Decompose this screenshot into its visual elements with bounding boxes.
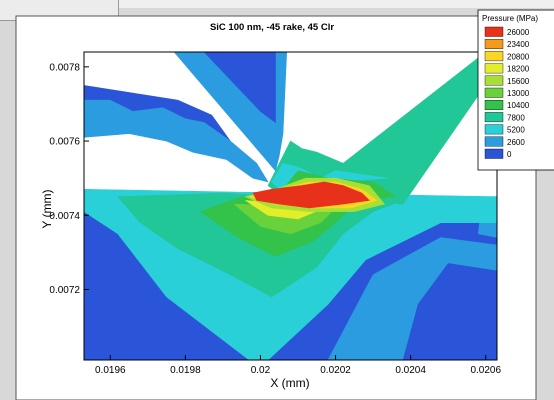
legend-level-label: 13000: [507, 89, 530, 98]
legend-level-label: 10400: [507, 101, 530, 110]
legend-level-label: 23400: [507, 40, 530, 49]
contour-region-2600-10: [84, 99, 269, 183]
contour-region-0-2: [402, 263, 497, 360]
legend-level-label: 0: [507, 150, 512, 159]
contour-region-0-12: [203, 52, 276, 124]
y-tick-label: 0.0078: [49, 62, 80, 73]
legend-level-label: 20800: [507, 52, 530, 61]
legend-level-label: 2600: [507, 138, 525, 147]
y-axis-label: Y (mm): [40, 189, 54, 228]
chart-title: SiC 100 nm, -45 rake, 45 Clr: [210, 22, 334, 33]
y-tick-label: 0.0074: [49, 211, 80, 222]
legend-swatch: [484, 26, 504, 37]
x-axis-label: X (mm): [270, 376, 309, 390]
x-tick-label: 0.0196: [95, 365, 126, 376]
legend-swatch: [484, 99, 504, 110]
x-tick-label: 0.0202: [320, 365, 351, 376]
legend-swatch: [484, 124, 504, 135]
legend-swatch: [484, 87, 504, 98]
legend-swatch: [484, 136, 504, 147]
window-background-strip: [0, 0, 554, 8]
legend-level-label: 5200: [507, 126, 525, 135]
legend-swatch: [484, 39, 504, 49]
legend-swatch: [484, 51, 504, 62]
plot-area-border: [83, 51, 498, 361]
y-axis-ticks: 0.0072 0.0074 0.0076 0.0078: [49, 62, 89, 296]
legend-level-label: 7800: [507, 113, 525, 122]
pressure-legend: Pressure (MPa) 2600023400208001820015600…: [477, 9, 554, 171]
x-axis-ticks: 0.0196 0.0198 0.02 0.0202 0.0204 0.0206: [95, 355, 501, 376]
x-tick-label: 0.0206: [470, 365, 501, 376]
y-tick-label: 0.0076: [49, 137, 80, 148]
legend-swatch: [484, 112, 504, 123]
contour-regions: [84, 52, 497, 360]
x-tick-label: 0.0204: [395, 365, 426, 376]
x-tick-label: 0.02: [251, 365, 271, 376]
legend-swatch: [484, 63, 504, 74]
y-tick-label: 0.0072: [49, 285, 80, 296]
legend-swatch: [484, 75, 504, 86]
legend-level-label: 26000: [507, 28, 530, 37]
legend-level-label: 15600: [507, 77, 530, 86]
contour-region-26000-18: [252, 181, 370, 209]
x-tick-label: 0.0198: [170, 365, 201, 376]
legend-level-label: 18200: [507, 65, 530, 74]
legend-swatch: [484, 148, 504, 159]
legend-title: Pressure (MPa): [482, 14, 538, 23]
